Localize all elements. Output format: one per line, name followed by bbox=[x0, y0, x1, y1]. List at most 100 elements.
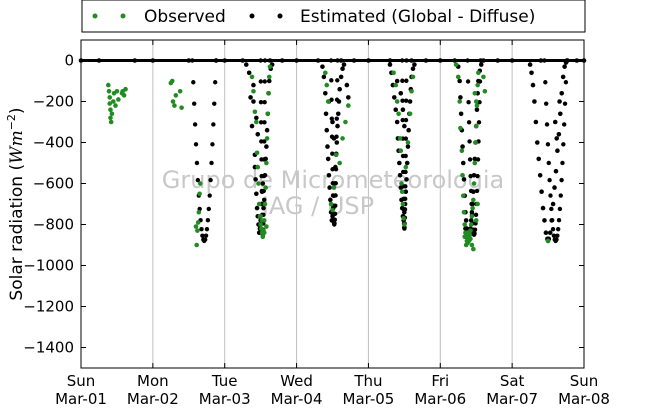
observed-point bbox=[109, 111, 115, 117]
estimated-point bbox=[437, 58, 443, 63]
estimated-point bbox=[555, 226, 561, 232]
y-tick-label: −800 bbox=[33, 216, 74, 234]
estimated-point bbox=[472, 231, 477, 236]
estimated-point bbox=[399, 205, 405, 211]
estimated-point bbox=[466, 100, 471, 105]
observed-point bbox=[266, 91, 271, 96]
observed-point bbox=[264, 224, 269, 229]
observed-point bbox=[397, 136, 403, 141]
estimated-point bbox=[403, 184, 408, 189]
estimated-point bbox=[397, 173, 403, 178]
estimated-point bbox=[559, 177, 564, 183]
legend-observed-marker bbox=[120, 13, 126, 19]
observed-point bbox=[402, 222, 407, 227]
estimated-point bbox=[261, 197, 267, 203]
estimated-point bbox=[315, 58, 321, 63]
estimated-point bbox=[251, 99, 256, 104]
estimated-point bbox=[328, 197, 333, 203]
observed-point bbox=[195, 220, 201, 225]
observed-point bbox=[106, 82, 111, 88]
observed-point bbox=[267, 64, 273, 69]
estimated-point bbox=[400, 78, 405, 83]
estimated-point bbox=[262, 58, 268, 63]
estimated-point bbox=[548, 193, 553, 198]
estimated-point bbox=[470, 201, 475, 207]
observed-point bbox=[401, 216, 406, 221]
estimated-point bbox=[262, 79, 267, 84]
observed-point bbox=[262, 201, 268, 207]
y-tick-label: −1400 bbox=[23, 339, 74, 357]
estimated-point bbox=[549, 206, 554, 212]
estimated-point bbox=[554, 136, 559, 141]
estimated-point bbox=[294, 58, 299, 63]
observed-point bbox=[346, 103, 351, 108]
y-axis-label-close: ) bbox=[7, 107, 27, 114]
estimated-point bbox=[253, 177, 258, 182]
estimated-point bbox=[561, 142, 566, 147]
estimated-point bbox=[366, 58, 371, 63]
estimated-point bbox=[398, 185, 404, 190]
observed-point bbox=[476, 70, 481, 76]
observed-point bbox=[256, 181, 261, 186]
estimated-point bbox=[323, 91, 328, 96]
y-axis-label-exponent: −2 bbox=[5, 114, 18, 130]
estimated-point bbox=[249, 123, 255, 129]
observed-point bbox=[177, 88, 183, 94]
observed-point bbox=[114, 88, 120, 94]
x-tick-label-day: Fri bbox=[431, 372, 449, 390]
estimated-point bbox=[340, 66, 345, 71]
estimated-point bbox=[325, 156, 331, 162]
estimated-point bbox=[404, 177, 409, 182]
observed-point bbox=[472, 160, 478, 166]
observed-point bbox=[337, 160, 342, 166]
observed-point bbox=[173, 93, 179, 98]
observed-point bbox=[471, 181, 477, 186]
observed-point bbox=[391, 70, 396, 76]
observed-point bbox=[254, 119, 259, 125]
estimated-point bbox=[405, 144, 411, 149]
estimated-point bbox=[213, 58, 219, 63]
estimated-point bbox=[258, 120, 264, 125]
observed-point bbox=[325, 99, 331, 104]
estimated-point bbox=[468, 218, 474, 223]
estimated-point bbox=[404, 58, 409, 63]
estimated-point bbox=[346, 95, 351, 100]
x-tick-label-date: Mar-06 bbox=[414, 390, 466, 408]
observed-point bbox=[264, 136, 270, 141]
estimated-point bbox=[556, 132, 562, 137]
estimated-point bbox=[560, 160, 565, 166]
estimated-point bbox=[394, 78, 400, 84]
observed-point bbox=[409, 88, 414, 94]
observed-point bbox=[108, 119, 114, 125]
x-tick-label-date: Mar-05 bbox=[343, 390, 395, 408]
x-tick-label-day: Sun bbox=[570, 372, 599, 390]
observed-point bbox=[194, 242, 199, 248]
observed-point bbox=[324, 82, 330, 88]
estimated-point bbox=[406, 127, 411, 133]
estimated-point bbox=[206, 206, 211, 212]
observed-point bbox=[463, 242, 469, 248]
observed-point bbox=[473, 140, 478, 145]
estimated-point bbox=[543, 80, 548, 85]
observed-point bbox=[458, 125, 463, 131]
estimated-point bbox=[202, 237, 208, 242]
estimated-point bbox=[549, 218, 554, 223]
estimated-point bbox=[403, 98, 409, 103]
observed-point bbox=[472, 91, 478, 96]
estimated-point bbox=[552, 185, 557, 190]
observed-point bbox=[394, 99, 400, 104]
y-tick-label: −600 bbox=[33, 175, 74, 193]
observed-point bbox=[107, 95, 113, 100]
observed-point bbox=[462, 222, 468, 227]
observed-point bbox=[471, 246, 476, 252]
observed-point bbox=[545, 238, 551, 244]
observed-point bbox=[116, 97, 121, 102]
estimated-point bbox=[323, 111, 329, 117]
estimated-point bbox=[543, 101, 549, 106]
observed-point bbox=[460, 193, 466, 199]
estimated-point bbox=[325, 144, 330, 149]
estimated-point bbox=[471, 189, 476, 194]
estimated-point bbox=[259, 189, 265, 194]
estimated-point bbox=[545, 142, 551, 147]
estimated-point bbox=[529, 70, 534, 76]
